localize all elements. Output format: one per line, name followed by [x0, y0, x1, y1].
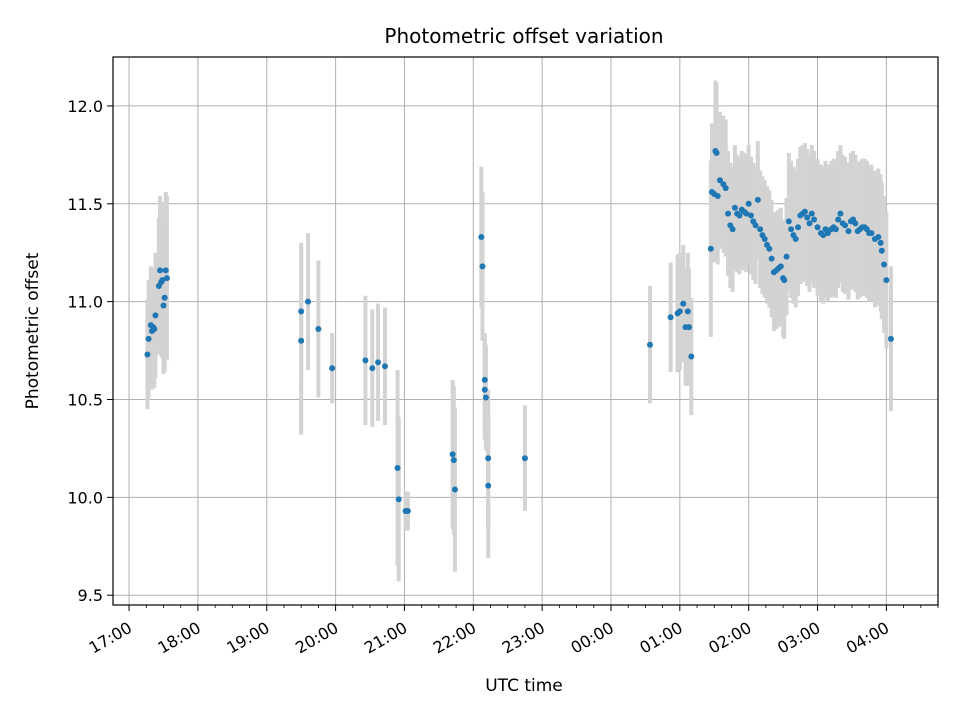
y-tick-label: 10.5	[67, 391, 103, 410]
y-tick-label: 9.5	[78, 586, 103, 605]
data-point	[144, 351, 151, 358]
data-point	[163, 275, 170, 282]
data-point	[485, 482, 492, 489]
data-point	[781, 277, 788, 284]
data-point	[151, 326, 158, 333]
data-point	[482, 394, 489, 401]
data-point	[852, 220, 859, 227]
data-point	[868, 230, 875, 237]
data-point	[875, 234, 882, 241]
data-point	[835, 216, 842, 223]
data-point	[842, 222, 849, 229]
data-point	[824, 230, 831, 237]
data-point	[162, 267, 169, 274]
data-point	[157, 267, 164, 274]
chart-title: Photometric offset variation	[384, 24, 663, 48]
data-point	[736, 212, 743, 219]
data-point	[811, 216, 818, 223]
data-point	[713, 149, 720, 156]
data-point	[161, 294, 168, 301]
data-point	[404, 508, 411, 515]
data-point	[686, 324, 693, 331]
data-point	[485, 455, 492, 462]
y-axis-label: Photometric offset	[23, 252, 43, 409]
data-point	[722, 185, 729, 192]
data-point	[395, 496, 402, 503]
data-point	[801, 208, 808, 215]
data-point	[521, 455, 528, 462]
data-point	[745, 200, 752, 207]
data-point	[837, 210, 844, 217]
data-point	[747, 212, 754, 219]
data-point	[298, 337, 305, 344]
data-point	[451, 486, 458, 493]
data-point	[145, 335, 152, 342]
data-point	[152, 312, 159, 319]
data-point	[878, 247, 885, 254]
data-point	[820, 232, 827, 239]
data-point	[315, 326, 322, 333]
data-point	[754, 196, 761, 203]
data-point	[684, 308, 691, 315]
data-point	[804, 214, 811, 221]
data-point	[731, 204, 738, 211]
data-point	[877, 239, 884, 246]
data-point	[832, 226, 839, 233]
data-point	[381, 363, 388, 370]
data-point	[481, 376, 488, 383]
data-point	[792, 236, 799, 243]
data-point	[714, 192, 721, 199]
data-point	[777, 263, 784, 270]
y-tick-label: 12.0	[67, 97, 103, 116]
data-point	[305, 298, 312, 305]
data-point	[667, 314, 674, 321]
data-point	[883, 277, 890, 284]
data-point	[481, 386, 488, 393]
data-point	[449, 451, 456, 458]
data-point	[766, 245, 773, 252]
data-point	[743, 210, 750, 217]
data-point	[159, 277, 166, 284]
y-tick-label: 10.0	[67, 488, 103, 507]
data-point	[808, 210, 815, 217]
data-point	[707, 245, 714, 252]
data-point	[783, 253, 790, 260]
data-point	[680, 300, 687, 307]
data-point	[806, 220, 813, 227]
y-tick-label: 11.0	[67, 293, 103, 312]
y-tick-label: 11.5	[67, 195, 103, 214]
data-point	[479, 263, 486, 270]
data-point	[362, 357, 369, 364]
data-point	[768, 255, 775, 262]
data-point	[845, 228, 852, 235]
data-point	[688, 353, 695, 360]
data-point	[788, 226, 795, 233]
data-point	[646, 341, 653, 348]
data-point	[729, 226, 736, 233]
data-point	[881, 261, 888, 268]
data-point	[761, 236, 768, 243]
data-point	[757, 226, 764, 233]
data-point	[329, 365, 336, 372]
data-point	[160, 302, 167, 309]
y-axis: 9.5 10.0 10.5 11.0 11.5 12.0	[67, 97, 113, 605]
data-point	[752, 222, 759, 229]
plot-frame	[112, 56, 939, 606]
data-point	[795, 224, 802, 231]
data-point	[298, 308, 305, 315]
data-points	[144, 147, 894, 515]
data-point	[369, 365, 376, 372]
data-point	[887, 335, 894, 342]
data-point	[375, 359, 382, 366]
data-point	[725, 210, 732, 217]
data-point	[785, 218, 792, 225]
data-point	[814, 224, 821, 231]
data-point	[676, 308, 683, 315]
data-point	[394, 465, 401, 471]
data-point	[450, 457, 457, 464]
data-point	[478, 234, 485, 241]
data-point	[716, 177, 723, 184]
x-axis-label: UTC time	[485, 676, 563, 696]
